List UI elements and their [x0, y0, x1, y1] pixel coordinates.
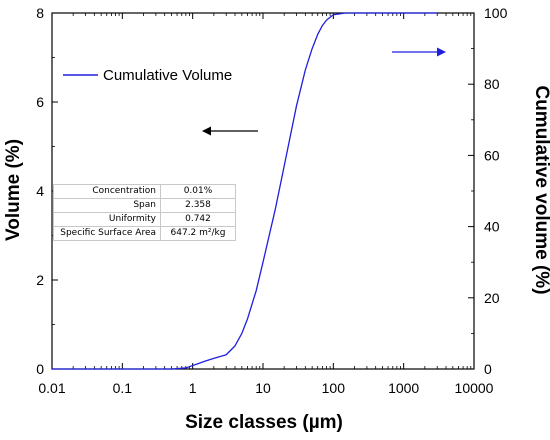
info-table-row: Uniformity 0.742: [53, 212, 236, 227]
y-right-tick-label: 100: [484, 5, 508, 21]
y-right-tick-label: 0: [484, 361, 492, 377]
x-tick-label: 1: [189, 380, 197, 396]
y-left-tick-label: 8: [36, 5, 44, 21]
x-tick-label: 1000: [388, 380, 419, 396]
y-left-tick-label: 6: [36, 94, 44, 110]
y-right-tick-label: 20: [484, 290, 500, 306]
x-tick-label: 0.1: [113, 380, 133, 396]
info-table-label: Concentration: [53, 184, 161, 199]
legend: Cumulative Volume: [63, 67, 232, 84]
info-table-row: Concentration 0.01%: [53, 184, 236, 199]
y-right-tick-label: 40: [484, 219, 500, 235]
y-left-tick-label: 2: [36, 272, 44, 288]
y-right-tick-label: 80: [484, 76, 500, 92]
legend-label: Cumulative Volume: [103, 67, 232, 84]
x-tick-label: 10: [255, 380, 271, 396]
x-tick-label: 0.01: [38, 380, 65, 396]
x-tick-label: 100: [322, 380, 346, 396]
info-table-value: 0.01%: [160, 184, 236, 199]
info-table-value: 2.358: [160, 198, 236, 213]
info-table-value: 0.742: [160, 212, 236, 227]
info-table-label: Specific Surface Area: [53, 226, 161, 241]
info-table-row: Span 2.358: [53, 198, 236, 213]
y-left-tick-label: 0: [36, 361, 44, 377]
cumulative-volume-line: [52, 12, 438, 370]
left-arrow-head-icon: [202, 126, 211, 136]
info-table-value: 647.2 m²/kg: [160, 226, 236, 241]
info-table-row: Specific Surface Area 647.2 m²/kg: [53, 226, 236, 241]
info-table: Concentration 0.01% Span 2.358 Uniformity 0.7…: [53, 184, 236, 241]
info-table-label: Span: [53, 198, 161, 213]
x-axis-title: Size classes (µm): [185, 412, 343, 433]
y-right-axis-title: Cumulative volume (%): [531, 85, 550, 294]
x-tick-label: 10000: [455, 380, 494, 396]
y-left-tick-label: 4: [36, 183, 44, 199]
y-left-axis-title: Volume (%): [3, 139, 24, 241]
y-right-tick-label: 60: [484, 147, 500, 163]
info-table-label: Uniformity: [53, 212, 161, 227]
right-arrow-head-icon: [437, 47, 446, 57]
